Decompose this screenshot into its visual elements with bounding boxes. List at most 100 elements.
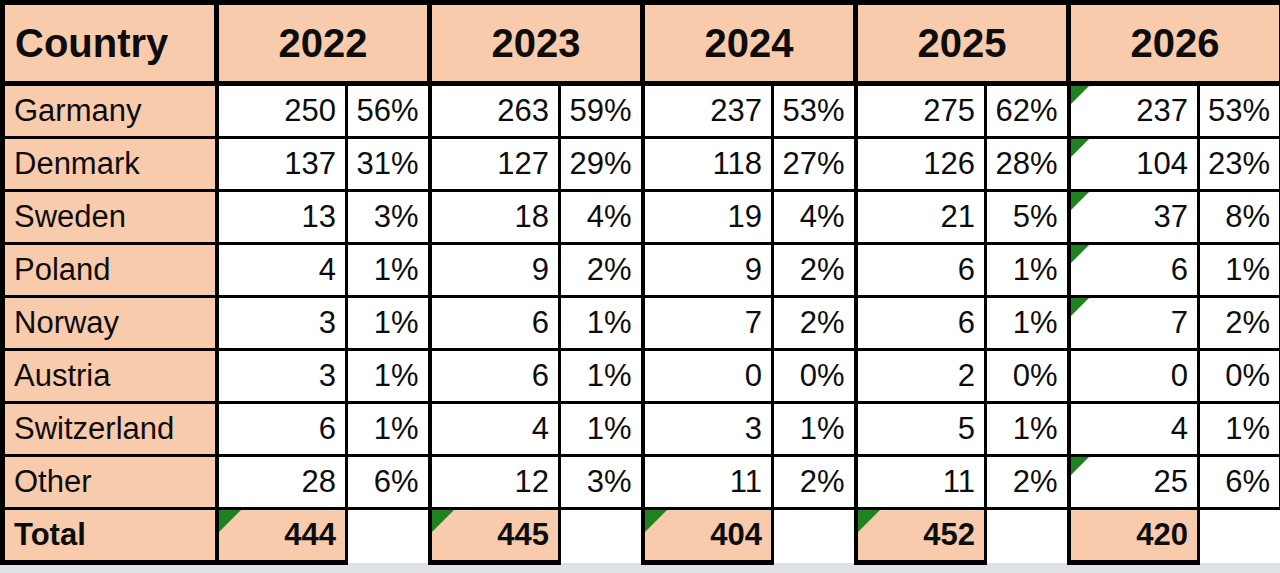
header-year-2025[interactable]: 2025 <box>856 3 1069 84</box>
total-count-cell[interactable]: 420 <box>1069 509 1199 563</box>
country-cell[interactable]: Sweden <box>3 191 217 244</box>
percent-cell[interactable]: 28% <box>986 138 1069 191</box>
count-cell[interactable]: 2 <box>856 350 986 403</box>
count-cell[interactable]: 11 <box>643 456 773 509</box>
count-cell[interactable]: 4 <box>217 244 347 297</box>
count-cell[interactable]: 118 <box>643 138 773 191</box>
header-country[interactable]: Country <box>3 3 217 84</box>
percent-cell[interactable]: 0% <box>986 350 1069 403</box>
count-cell[interactable]: 263 <box>430 84 560 138</box>
count-cell[interactable]: 6 <box>217 403 347 456</box>
percent-cell[interactable]: 29% <box>560 138 643 191</box>
count-cell[interactable]: 18 <box>430 191 560 244</box>
total-count-cell[interactable]: 404 <box>643 509 773 563</box>
count-cell[interactable]: 3 <box>643 403 773 456</box>
count-cell[interactable]: 12 <box>430 456 560 509</box>
percent-cell[interactable]: 8% <box>1199 191 1280 244</box>
country-cell[interactable]: Austria <box>3 350 217 403</box>
count-cell[interactable]: 0 <box>1069 350 1199 403</box>
count-cell[interactable]: 9 <box>643 244 773 297</box>
percent-cell[interactable]: 1% <box>347 403 430 456</box>
percent-cell[interactable]: 3% <box>560 456 643 509</box>
count-cell[interactable]: 3 <box>217 297 347 350</box>
percent-cell[interactable]: 1% <box>1199 244 1280 297</box>
count-cell[interactable]: 104 <box>1069 138 1199 191</box>
count-cell[interactable]: 13 <box>217 191 347 244</box>
percent-cell[interactable]: 0% <box>773 350 856 403</box>
percent-cell[interactable]: 2% <box>773 244 856 297</box>
count-cell[interactable]: 7 <box>1069 297 1199 350</box>
count-cell[interactable]: 6 <box>856 297 986 350</box>
country-cell[interactable]: Poland <box>3 244 217 297</box>
percent-cell[interactable]: 1% <box>560 350 643 403</box>
percent-cell[interactable]: 53% <box>1199 84 1280 138</box>
percent-cell[interactable]: 56% <box>347 84 430 138</box>
count-cell[interactable]: 6 <box>856 244 986 297</box>
count-cell[interactable]: 6 <box>430 297 560 350</box>
header-year-2023[interactable]: 2023 <box>430 3 643 84</box>
percent-cell[interactable]: 4% <box>560 191 643 244</box>
count-cell[interactable]: 3 <box>217 350 347 403</box>
empty-cell[interactable] <box>986 509 1069 563</box>
percent-cell[interactable]: 1% <box>986 297 1069 350</box>
percent-cell[interactable]: 1% <box>560 403 643 456</box>
country-cell[interactable]: Switzerland <box>3 403 217 456</box>
count-cell[interactable]: 137 <box>217 138 347 191</box>
percent-cell[interactable]: 1% <box>986 403 1069 456</box>
header-year-2024[interactable]: 2024 <box>643 3 856 84</box>
count-cell[interactable]: 9 <box>430 244 560 297</box>
percent-cell[interactable]: 6% <box>1199 456 1280 509</box>
count-cell[interactable]: 237 <box>643 84 773 138</box>
percent-cell[interactable]: 6% <box>347 456 430 509</box>
percent-cell[interactable]: 1% <box>1199 403 1280 456</box>
count-cell[interactable]: 0 <box>643 350 773 403</box>
percent-cell[interactable]: 1% <box>347 297 430 350</box>
total-count-cell[interactable]: 452 <box>856 509 986 563</box>
count-cell[interactable]: 21 <box>856 191 986 244</box>
count-cell[interactable]: 25 <box>1069 456 1199 509</box>
count-cell[interactable]: 237 <box>1069 84 1199 138</box>
percent-cell[interactable]: 27% <box>773 138 856 191</box>
total-label-cell[interactable]: Total <box>3 509 217 563</box>
percent-cell[interactable]: 1% <box>347 350 430 403</box>
percent-cell[interactable]: 3% <box>347 191 430 244</box>
count-cell[interactable]: 4 <box>430 403 560 456</box>
percent-cell[interactable]: 53% <box>773 84 856 138</box>
percent-cell[interactable]: 2% <box>1199 297 1280 350</box>
percent-cell[interactable]: 23% <box>1199 138 1280 191</box>
count-cell[interactable]: 4 <box>1069 403 1199 456</box>
count-cell[interactable]: 19 <box>643 191 773 244</box>
percent-cell[interactable]: 1% <box>986 244 1069 297</box>
percent-cell[interactable]: 59% <box>560 84 643 138</box>
total-count-cell[interactable]: 445 <box>430 509 560 563</box>
empty-cell[interactable] <box>560 509 643 563</box>
count-cell[interactable]: 7 <box>643 297 773 350</box>
percent-cell[interactable]: 2% <box>560 244 643 297</box>
percent-cell[interactable]: 2% <box>773 297 856 350</box>
count-cell[interactable]: 6 <box>430 350 560 403</box>
percent-cell[interactable]: 0% <box>1199 350 1280 403</box>
percent-cell[interactable]: 31% <box>347 138 430 191</box>
count-cell[interactable]: 126 <box>856 138 986 191</box>
count-cell[interactable]: 127 <box>430 138 560 191</box>
count-cell[interactable]: 11 <box>856 456 986 509</box>
count-cell[interactable]: 5 <box>856 403 986 456</box>
percent-cell[interactable]: 5% <box>986 191 1069 244</box>
count-cell[interactable]: 275 <box>856 84 986 138</box>
percent-cell[interactable]: 4% <box>773 191 856 244</box>
country-cell[interactable]: Norway <box>3 297 217 350</box>
percent-cell[interactable]: 62% <box>986 84 1069 138</box>
country-cell[interactable]: Denmark <box>3 138 217 191</box>
header-year-2026[interactable]: 2026 <box>1069 3 1280 84</box>
percent-cell[interactable]: 1% <box>773 403 856 456</box>
count-cell[interactable]: 37 <box>1069 191 1199 244</box>
country-cell[interactable]: Garmany <box>3 84 217 138</box>
percent-cell[interactable]: 1% <box>560 297 643 350</box>
empty-cell[interactable] <box>1199 509 1280 563</box>
total-count-cell[interactable]: 444 <box>217 509 347 563</box>
count-cell[interactable]: 28 <box>217 456 347 509</box>
percent-cell[interactable]: 1% <box>347 244 430 297</box>
count-cell[interactable]: 6 <box>1069 244 1199 297</box>
country-cell[interactable]: Other <box>3 456 217 509</box>
empty-cell[interactable] <box>773 509 856 563</box>
